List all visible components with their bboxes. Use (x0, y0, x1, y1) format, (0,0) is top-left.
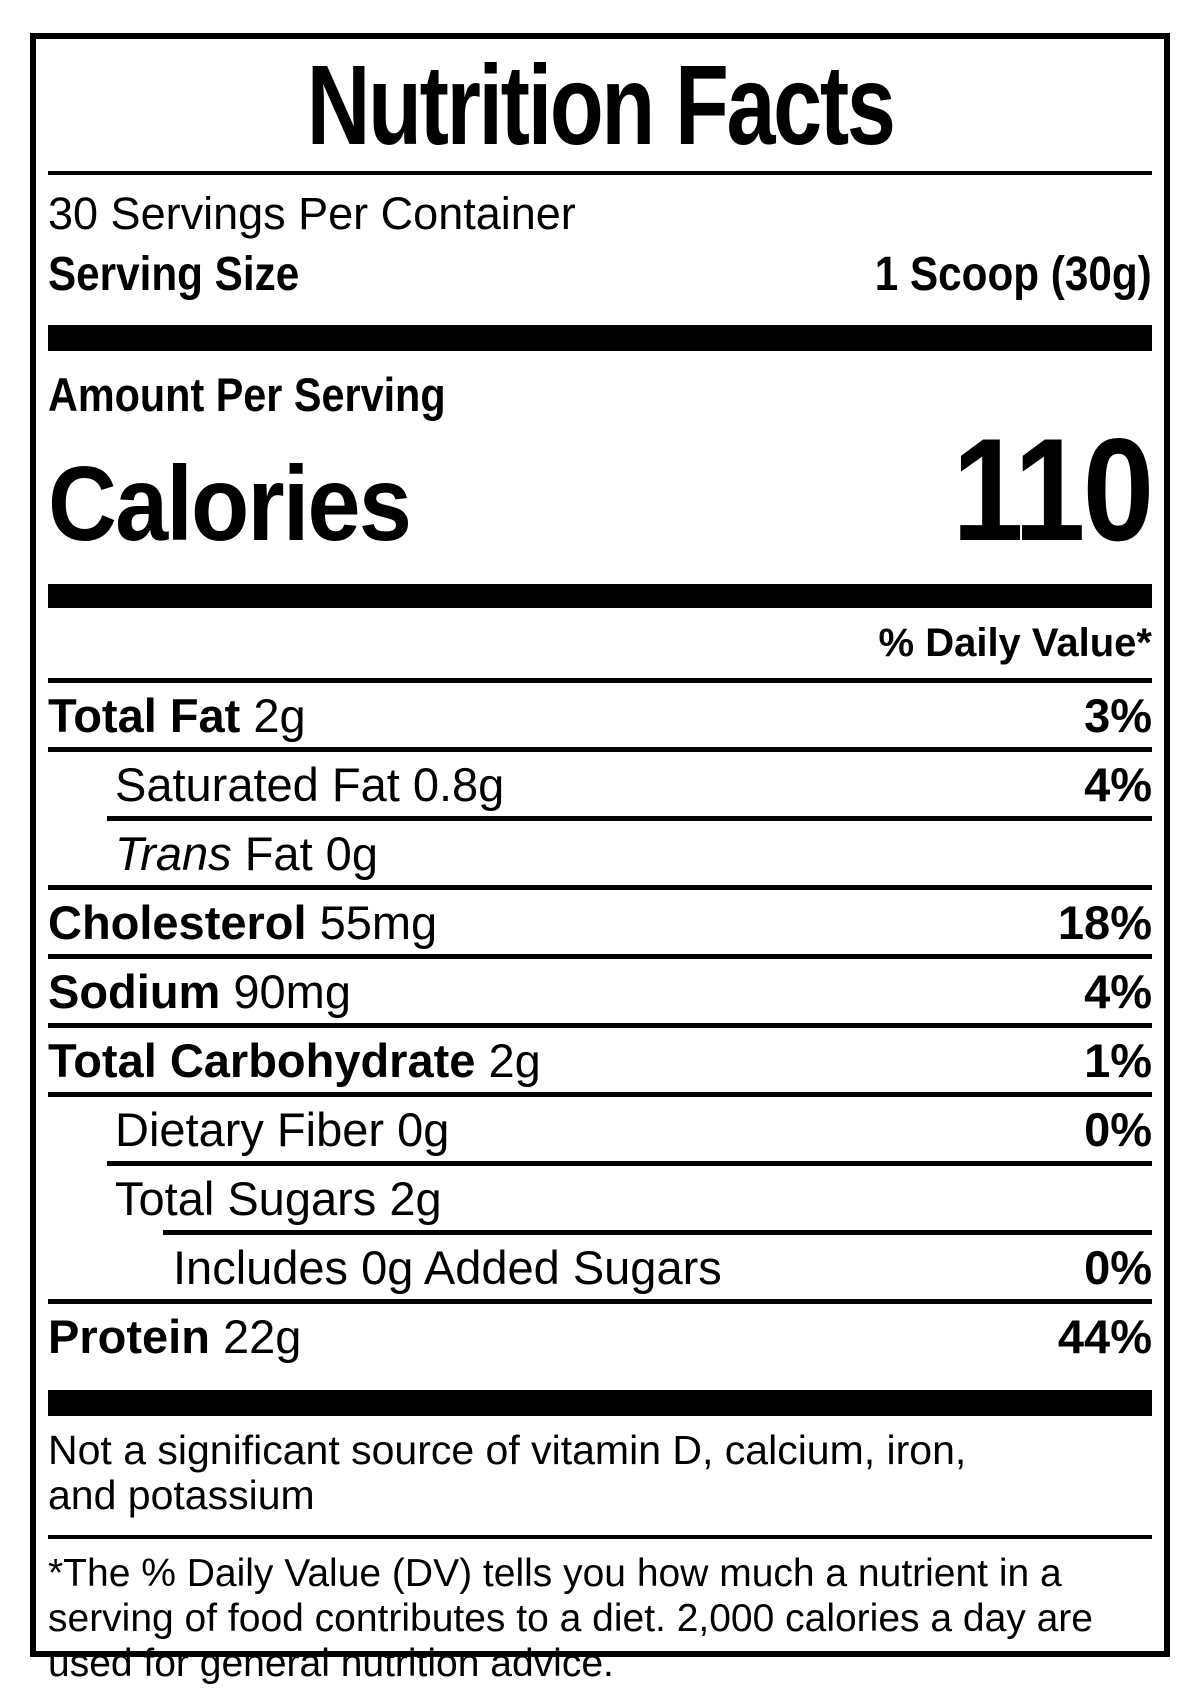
nutrient-table: Total Fat 2g 3% Saturated Fat 0.8g 4% Trans … (48, 678, 1152, 1368)
nutrient-row: Includes 0g Added Sugars 0% (48, 1230, 1152, 1299)
row-divider (48, 954, 1152, 960)
amount-per-serving-label: Amount Per Serving (48, 368, 446, 422)
row-divider (48, 1299, 1152, 1305)
row-divider (48, 678, 1152, 684)
nutrient-row: Cholesterol 55mg 18% (48, 885, 1152, 954)
serving-size-value: 1 Scoop (30g) (875, 247, 1152, 301)
row-divider (107, 1161, 1152, 1167)
nutrient-name: Dietary Fiber 0g (115, 1102, 450, 1156)
calories-row: Calories 110 (48, 407, 1155, 571)
nutrient-row: Sodium 90mg 4% (48, 954, 1152, 1023)
label-title: Nutrition Facts (48, 42, 1152, 168)
nutrient-daily-value: 18% (1057, 895, 1152, 949)
nutrition-facts-label: Nutrition Facts 30 Servings Per Containe… (30, 33, 1170, 1685)
calories-value: 110 (952, 407, 1155, 571)
serving-size-label: Serving Size (48, 247, 300, 301)
nutrient-row: Trans Fat 0g (48, 816, 1152, 885)
nutrient-row: Total Fat 2g 3% (48, 678, 1152, 747)
nutrient-name: Total Carbohydrate 2g (48, 1033, 541, 1087)
thick-separator-bar (48, 325, 1152, 352)
nutrient-row: Protein 22g 44% (48, 1299, 1152, 1368)
row-divider (48, 1092, 1152, 1098)
nutrient-name: Total Fat 2g (48, 688, 306, 742)
thick-separator-bar (48, 1390, 1152, 1417)
nutrient-name: Total Sugars 2g (115, 1171, 442, 1225)
nutrient-daily-value: 0% (1084, 1240, 1152, 1294)
not-significant-note: Not a significant source of vitamin D, c… (48, 1427, 967, 1519)
nutrient-name: Trans Fat 0g (115, 826, 378, 880)
nutrient-row: Dietary Fiber 0g 0% (48, 1092, 1152, 1161)
nutrient-daily-value: 1% (1084, 1033, 1152, 1087)
calories-label: Calories (48, 444, 412, 563)
row-divider (48, 885, 1152, 891)
nutrient-name: Cholesterol 55mg (48, 895, 438, 949)
thick-separator-bar (48, 584, 1152, 609)
daily-value-header: % Daily Value* (878, 621, 1152, 666)
footnote-divider (48, 1534, 1152, 1539)
row-divider (48, 1023, 1152, 1029)
nutrient-daily-value: 4% (1084, 964, 1152, 1018)
nutrient-daily-value: 44% (1057, 1309, 1152, 1363)
row-divider (48, 747, 1152, 753)
row-divider (107, 816, 1152, 822)
servings-per-container: 30 Servings Per Container (48, 187, 576, 239)
nutrient-row: Total Sugars 2g (48, 1161, 1152, 1230)
serving-size-row: Serving Size 1 Scoop (30g) (48, 246, 1152, 304)
nutrient-name: Protein 22g (48, 1309, 302, 1363)
row-divider (163, 1230, 1152, 1236)
nutrient-name: Saturated Fat 0.8g (115, 757, 505, 811)
nutrient-row: Total Carbohydrate 2g 1% (48, 1023, 1152, 1092)
nutrient-name: Includes 0g Added Sugars (173, 1240, 722, 1294)
nutrient-daily-value: 4% (1084, 757, 1152, 811)
daily-value-footnote: *The % Daily Value (DV) tells you how mu… (48, 1551, 1093, 1686)
nutrient-row: Saturated Fat 0.8g 4% (48, 747, 1152, 816)
label-title-text: Nutrition Facts (306, 42, 896, 168)
nutrient-name: Sodium 90mg (48, 964, 351, 1018)
title-divider (48, 170, 1152, 175)
nutrient-daily-value: 0% (1084, 1102, 1152, 1156)
nutrient-daily-value: 3% (1084, 688, 1152, 742)
